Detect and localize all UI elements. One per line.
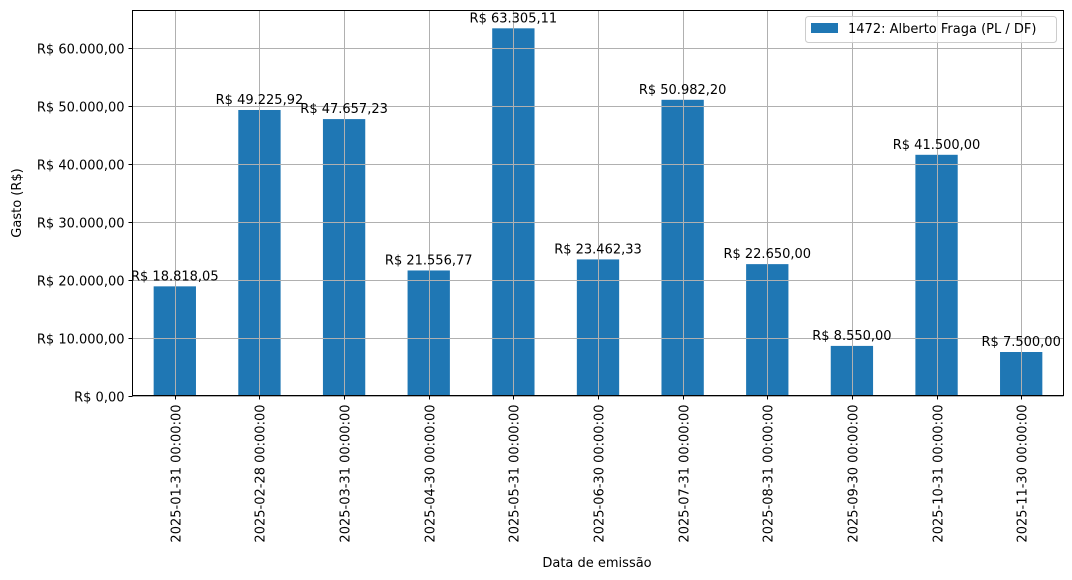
y-tick-label: R$ 20.000,00	[37, 275, 125, 290]
x-tick-label: 2025-06-30 00:00:00	[593, 405, 608, 543]
y-tick-label: R$ 30.000,00	[37, 217, 125, 232]
x-tick-label: 2025-05-31 00:00:00	[508, 405, 523, 543]
x-grid-lines	[132, 10, 1064, 397]
x-tick-label: 2025-07-31 00:00:00	[678, 405, 693, 543]
y-tick-label: R$ 0,00	[74, 391, 124, 406]
legend-label: 1472: Alberto Fraga (PL / DF)	[848, 22, 1036, 37]
bar-value-label: R$ 7.500,00	[982, 335, 1061, 350]
x-axis-ticks: 2025-01-31 00:00:00 2025-02-28 00:00:00 20…	[170, 395, 1031, 543]
y-tick-label: R$ 40.000,00	[37, 159, 125, 174]
x-tick-label: 2025-04-30 00:00:00	[424, 405, 439, 543]
bar	[407, 270, 450, 396]
bar	[915, 154, 958, 396]
bar-value-label: R$ 41.500,00	[893, 138, 981, 153]
bar	[830, 345, 874, 396]
legend-swatch	[811, 23, 838, 33]
x-tick-label: 2025-08-31 00:00:00	[762, 405, 777, 543]
x-tick-label: 2025-02-28 00:00:00	[254, 405, 269, 543]
x-axis-label: Data de emissão	[542, 556, 651, 571]
x-tick-label: 2025-09-30 00:00:00	[847, 405, 862, 543]
bar-value-label: R$ 18.818,05	[131, 269, 219, 284]
bar	[153, 286, 196, 396]
y-axis-ticks: R$ 0,00 R$ 10.000,00 R$ 20.000,00 R$ 30.000…	[37, 43, 133, 406]
y-tick-label: R$ 50.000,00	[37, 101, 125, 116]
bar	[661, 99, 704, 396]
y-axis-label: Gasto (R$)	[10, 168, 25, 237]
bar-value-label: R$ 47.657,23	[300, 102, 388, 117]
bar-value-label: R$ 63.305,11	[470, 11, 558, 26]
legend: 1472: Alberto Fraga (PL / DF)	[805, 16, 1057, 43]
bar-value-label: R$ 22.650,00	[723, 247, 811, 262]
y-tick-label: R$ 10.000,00	[37, 333, 125, 348]
y-tick-label: R$ 60.000,00	[37, 43, 125, 58]
x-tick-label: 2025-11-30 00:00:00	[1016, 405, 1031, 543]
bar-value-labels: R$ 18.818,05 R$ 49.225,92R$ 47.657,23 R$ 2…	[131, 11, 1061, 350]
x-tick-label: 2025-10-31 00:00:00	[932, 405, 947, 543]
legend-box	[805, 16, 1057, 43]
bar-value-label: R$ 21.556,77	[385, 253, 473, 268]
x-tick-label: 2025-03-31 00:00:00	[339, 405, 354, 543]
bar-value-label: R$ 23.462,33	[554, 242, 642, 257]
bar-value-label: R$ 50.982,20	[639, 83, 727, 98]
bar-value-label: R$ 49.225,92	[216, 93, 304, 108]
x-tick-label: 2025-01-31 00:00:00	[170, 405, 185, 543]
bar-value-label: R$ 8.550,00	[812, 329, 891, 344]
